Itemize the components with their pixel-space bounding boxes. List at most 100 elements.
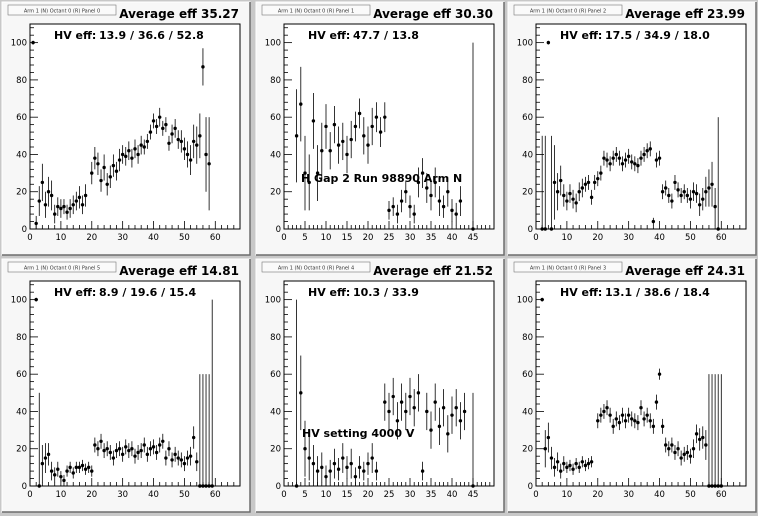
data-point	[633, 419, 637, 423]
y-tick-label: 100	[265, 39, 281, 49]
x-tick-label: 35	[426, 233, 437, 243]
data-point	[667, 193, 671, 198]
data-point	[673, 450, 677, 455]
data-point	[378, 130, 383, 134]
x-tick-label: 45	[468, 233, 479, 243]
data-point	[574, 201, 578, 205]
data-point	[471, 227, 475, 231]
data-point	[651, 424, 656, 429]
data-point	[77, 195, 82, 200]
data-point	[679, 456, 683, 460]
y-tick-label: 80	[16, 76, 27, 86]
data-point	[65, 469, 69, 473]
data-point	[654, 400, 659, 404]
data-point	[676, 447, 680, 451]
panel-label-box	[261, 4, 371, 16]
x-tick-label: 10	[561, 490, 572, 500]
data-point	[332, 122, 337, 127]
data-point	[602, 409, 606, 414]
data-point	[158, 115, 162, 119]
chart-panel-2: Arm 1 (N) Octant 0 (R) Panel 1 Average ef…	[255, 1, 505, 256]
data-point	[108, 175, 112, 179]
data-point	[617, 420, 622, 425]
data-point	[408, 204, 412, 209]
data-point	[704, 443, 708, 447]
y-tick-label: 80	[522, 76, 533, 86]
data-point	[303, 447, 307, 451]
data-point	[716, 484, 720, 488]
data-point	[670, 199, 674, 203]
data-point	[471, 484, 475, 488]
data-point	[694, 191, 699, 196]
data-point	[559, 178, 563, 183]
data-point	[707, 484, 711, 488]
x-tick-label: 30	[117, 233, 128, 243]
x-tick-label: 30	[623, 233, 634, 243]
chart-panel-6: Arm 1 (N) Octant 0 (R) Panel 3 Average ef…	[507, 258, 757, 513]
y-tick-label: 60	[522, 113, 533, 123]
x-tick-label: 30	[405, 233, 416, 243]
data-point	[46, 452, 51, 457]
plot-frame	[283, 23, 495, 230]
data-point	[577, 190, 581, 194]
data-point	[387, 409, 391, 414]
y-tick-label: 60	[270, 370, 281, 380]
data-point	[43, 456, 48, 460]
data-point	[429, 428, 433, 432]
y-tick-label: 100	[11, 296, 27, 306]
data-point	[701, 435, 705, 440]
data-point	[151, 119, 156, 123]
data-point	[433, 180, 437, 185]
data-point	[176, 456, 180, 460]
y-tick-label: 20	[16, 445, 27, 455]
hv-eff-label: HV eff:	[54, 286, 96, 299]
data-point	[623, 419, 628, 423]
y-tick-label: 80	[16, 333, 27, 343]
data-point	[716, 227, 720, 231]
data-point	[633, 162, 637, 166]
data-point	[167, 141, 171, 145]
data-point	[592, 180, 597, 185]
data-point	[136, 450, 140, 455]
data-point	[185, 456, 190, 460]
data-point	[139, 143, 143, 147]
data-point	[408, 394, 412, 399]
hv-eff-values: 8.9 / 19.6 / 15.4	[99, 286, 196, 299]
data-point	[324, 124, 328, 129]
data-point	[614, 417, 618, 421]
x-tick-label: 10	[55, 490, 66, 500]
data-point	[43, 203, 48, 207]
data-point	[96, 447, 100, 451]
data-point	[62, 478, 66, 483]
data-point	[608, 413, 612, 417]
data-point	[307, 456, 311, 460]
data-point	[120, 452, 125, 457]
chart-panel-5: Arm 1 (N) Octant 0 (R) Panel 4 Average ef…	[255, 258, 505, 513]
data-point	[642, 152, 646, 157]
x-tick-label: 30	[405, 490, 416, 500]
data-point	[345, 465, 349, 470]
data-point	[589, 460, 594, 464]
data-point	[56, 204, 60, 209]
y-tick-label: 0	[276, 225, 281, 235]
data-point	[543, 227, 547, 231]
data-point	[145, 139, 150, 144]
data-point	[77, 465, 82, 470]
data-point	[433, 400, 437, 404]
data-point	[571, 197, 575, 201]
x-tick-label: 0	[27, 490, 32, 500]
x-tick-label: 10	[321, 233, 332, 243]
data-point	[207, 484, 211, 488]
x-tick-label: 20	[592, 490, 603, 500]
y-tick-label: 0	[528, 225, 533, 235]
x-tick-label: 0	[27, 233, 32, 243]
data-point	[195, 143, 199, 147]
y-tick-label: 20	[522, 445, 533, 455]
data-point	[210, 484, 214, 488]
data-point	[164, 122, 168, 127]
x-tick-label: 40	[447, 233, 458, 243]
y-tick-label: 40	[270, 150, 281, 160]
data-point	[568, 191, 572, 196]
data-point	[179, 458, 184, 462]
